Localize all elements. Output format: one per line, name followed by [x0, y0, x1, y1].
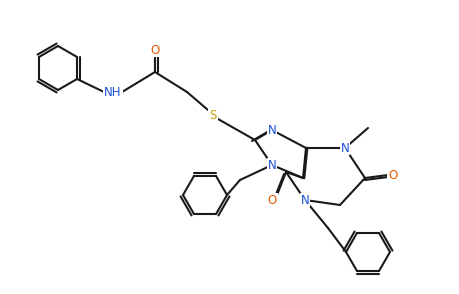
- Text: N: N: [268, 158, 276, 171]
- Text: NH: NH: [104, 86, 122, 98]
- Text: N: N: [301, 193, 309, 206]
- Text: O: O: [268, 193, 277, 206]
- Text: N: N: [341, 141, 349, 155]
- Text: O: O: [388, 168, 397, 181]
- Text: N: N: [268, 123, 276, 136]
- Text: O: O: [151, 44, 160, 56]
- Text: S: S: [209, 108, 217, 121]
